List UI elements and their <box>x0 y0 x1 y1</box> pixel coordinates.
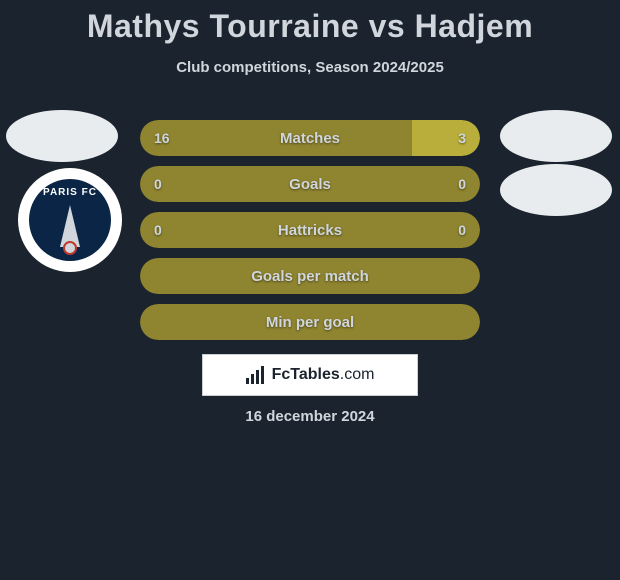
stat-row: 00Hattricks <box>140 212 480 248</box>
stat-label: Matches <box>140 130 480 147</box>
club-left-logo: PARIS FC <box>18 168 122 272</box>
club-left-name: PARIS FC <box>29 187 111 198</box>
page-subtitle: Club competitions, Season 2024/2025 <box>0 59 620 76</box>
brand-name: FcTables.com <box>272 366 375 384</box>
stat-row: 163Matches <box>140 120 480 156</box>
club-right-avatar <box>500 164 612 216</box>
stat-row: 00Goals <box>140 166 480 202</box>
stat-label: Goals per match <box>140 268 480 285</box>
ball-icon <box>63 241 77 255</box>
date-text: 16 december 2024 <box>0 408 620 425</box>
page-title: Mathys Tourraine vs Hadjem <box>0 0 620 45</box>
brand-box: FcTables.com <box>202 354 418 396</box>
stat-label: Goals <box>140 176 480 193</box>
stats-rows: 163Matches 00Goals 00Hattricks Goals per ma… <box>140 120 480 350</box>
stat-row: Goals per match <box>140 258 480 294</box>
player-left-avatar <box>6 110 118 162</box>
stat-label: Hattricks <box>140 222 480 239</box>
player-right-avatar <box>500 110 612 162</box>
brand-chart-icon <box>246 366 268 384</box>
brand-name-bold: FcTables <box>272 366 340 383</box>
stat-label: Min per goal <box>140 314 480 331</box>
brand-name-thin: .com <box>340 366 375 383</box>
stat-row: Min per goal <box>140 304 480 340</box>
